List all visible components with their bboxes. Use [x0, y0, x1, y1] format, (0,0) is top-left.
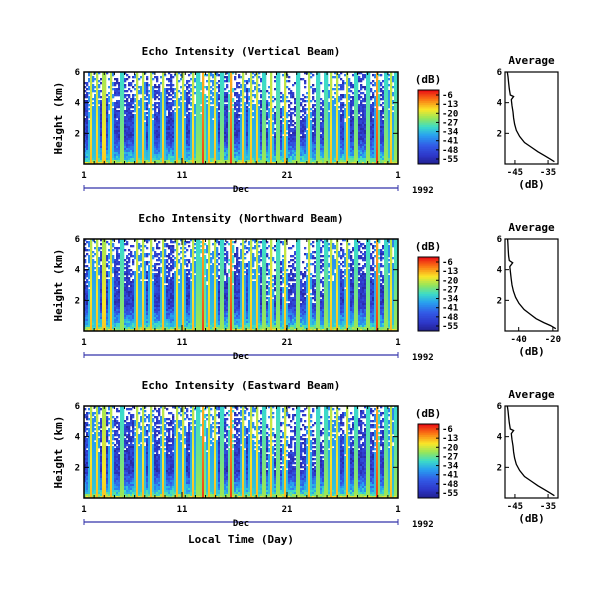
colorbar-tick-label: -55: [442, 489, 458, 499]
echo-heatmap: [84, 406, 398, 498]
year-label: 1992: [412, 520, 434, 530]
y-tick-label: 6: [75, 235, 80, 245]
x-tick-label: 1: [81, 338, 86, 348]
x-tick-label: 1: [395, 171, 400, 181]
average-y-tick-label: 2: [497, 296, 502, 306]
x-tick-label: 1: [81, 171, 86, 181]
average-x-tick-label: -45: [507, 502, 523, 512]
average-title: Average: [508, 388, 555, 401]
y-tick-label: 2: [75, 129, 80, 139]
average-y-tick-label: 6: [497, 402, 502, 412]
y-tick-label: 6: [75, 68, 80, 78]
average-x-axis-label: (dB): [518, 345, 545, 358]
average-x-tick-label: -40: [511, 335, 527, 345]
average-x-tick-label: -35: [540, 502, 556, 512]
colorbar-tick-label: -55: [442, 322, 458, 332]
y-tick-label: 2: [75, 463, 80, 473]
x-tick-label: 1: [395, 505, 400, 515]
y-axis-label: Height (km): [52, 82, 65, 155]
x-axis-label: Local Time (Day): [188, 533, 294, 546]
average-profile-line: [507, 406, 554, 496]
x-tick-label: 1: [395, 338, 400, 348]
panel-title: Echo Intensity (Northward Beam): [138, 212, 343, 225]
average-y-tick-label: 6: [497, 68, 502, 78]
x-tick-label: 21: [282, 505, 293, 515]
average-y-tick-label: 2: [497, 129, 502, 139]
panel-3: Echo Intensity (Eastward Beam) 6 4 2 Height …: [52, 379, 558, 546]
x-tick-label: 11: [177, 505, 188, 515]
x-tick-label: 1: [81, 505, 86, 515]
x-tick-label: 21: [282, 171, 293, 181]
panel-2: Echo Intensity (Northward Beam) 6 4 2 Height…: [52, 212, 561, 363]
average-x-axis-label: (dB): [518, 512, 545, 525]
panel-1: Echo Intensity (Vertical Beam) 6 4 2 Height …: [52, 45, 558, 196]
y-tick-label: 4: [75, 266, 81, 276]
y-tick-label: 6: [75, 402, 80, 412]
figure: Echo Intensity (Vertical Beam) 6 4 2 Height …: [0, 0, 613, 601]
average-profile-line: [508, 239, 556, 329]
colorbar-unit: (dB): [415, 240, 442, 253]
average-y-tick-label: 4: [497, 99, 503, 109]
average-x-tick-label: -45: [507, 168, 523, 178]
colorbar-unit: (dB): [415, 407, 442, 420]
average-profile-line: [507, 72, 554, 162]
average-title: Average: [508, 54, 555, 67]
average-frame: [505, 239, 558, 331]
average-y-tick-label: 4: [497, 266, 503, 276]
average-y-tick-label: 6: [497, 235, 502, 245]
x-tick-label: 11: [177, 338, 188, 348]
echo-heatmap: [84, 72, 398, 164]
average-y-tick-label: 4: [497, 433, 503, 443]
panel-title: Echo Intensity (Eastward Beam): [142, 379, 341, 392]
average-x-tick-label: -20: [545, 335, 561, 345]
colorbar-tick-label: -55: [442, 155, 458, 165]
y-axis-label: Height (km): [52, 416, 65, 489]
year-label: 1992: [412, 353, 434, 363]
average-x-tick-label: -35: [540, 168, 556, 178]
x-tick-label: 11: [177, 171, 188, 181]
echo-heatmap: [84, 239, 398, 331]
average-x-axis-label: (dB): [518, 178, 545, 191]
panel-title: Echo Intensity (Vertical Beam): [142, 45, 341, 58]
y-axis-label: Height (km): [52, 249, 65, 322]
y-tick-label: 2: [75, 296, 80, 306]
month-label: Dec: [233, 352, 249, 362]
year-label: 1992: [412, 186, 434, 196]
x-tick-label: 21: [282, 338, 293, 348]
y-tick-label: 4: [75, 99, 81, 109]
colorbar-unit: (dB): [415, 73, 442, 86]
month-label: Dec: [233, 185, 249, 195]
month-label: Dec: [233, 519, 249, 529]
average-title: Average: [508, 221, 555, 234]
average-y-tick-label: 2: [497, 463, 502, 473]
y-tick-label: 4: [75, 433, 81, 443]
